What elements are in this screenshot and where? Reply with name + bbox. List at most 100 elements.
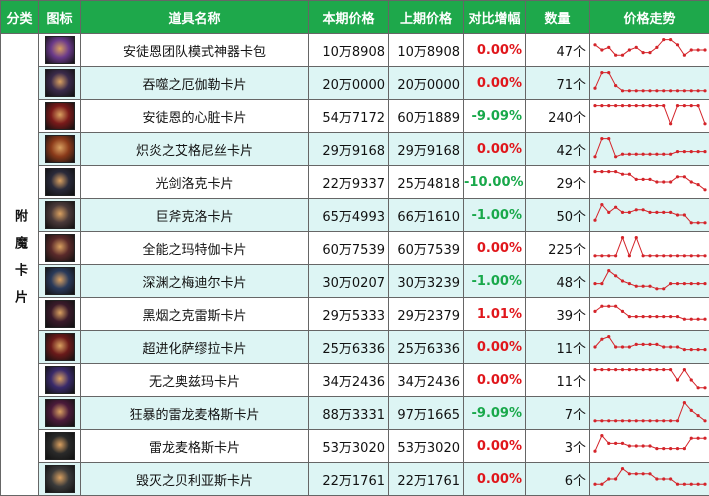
trend-point xyxy=(668,38,672,42)
trend-point xyxy=(606,477,610,481)
item-icon xyxy=(44,300,75,328)
trend-point xyxy=(599,482,603,486)
trend-point xyxy=(613,155,617,159)
previous-price: 20万0000 xyxy=(388,66,464,100)
trend-point xyxy=(675,104,679,108)
previous-price: 30万3239 xyxy=(388,264,464,298)
previous-price: 29万9168 xyxy=(388,132,464,166)
trend-point xyxy=(696,348,700,352)
quantity: 50个 xyxy=(525,198,590,232)
change-rate: 0.00% xyxy=(463,462,526,496)
table-row: 吞噬之厄伽勒卡片 20万0000 20万0000 0.00% 71个 xyxy=(1,66,709,100)
trend-point xyxy=(627,368,631,372)
trend-point xyxy=(620,368,624,372)
trend-point xyxy=(696,183,700,187)
trend-point xyxy=(627,172,631,176)
sparkline xyxy=(592,137,707,159)
trend-point xyxy=(634,89,638,93)
trend-point xyxy=(654,315,658,319)
current-price: 20万0000 xyxy=(308,66,389,100)
trend-point xyxy=(654,287,658,291)
change-rate: 0.00% xyxy=(463,132,526,166)
trend-point xyxy=(641,444,645,448)
trend-point xyxy=(696,104,700,108)
item-icon xyxy=(44,102,75,130)
trend-point xyxy=(634,45,638,49)
current-price: 88万3331 xyxy=(308,396,389,430)
trend-point xyxy=(668,122,672,126)
trend-point xyxy=(647,177,652,181)
trend-point xyxy=(627,89,631,93)
previous-price: 34万2436 xyxy=(388,363,464,397)
item-name: 炽炎之艾格尼丝卡片 xyxy=(80,132,309,166)
trend-point xyxy=(606,170,610,174)
trend-point xyxy=(689,317,693,321)
trend-point xyxy=(634,472,638,476)
item-icon xyxy=(44,267,75,295)
trend-point xyxy=(696,282,700,286)
trend-point xyxy=(682,175,686,179)
trend-point xyxy=(620,309,624,313)
item-name: 安徒恩的心脏卡片 xyxy=(80,99,309,133)
header-cell: 图标 xyxy=(38,0,81,34)
trend-point xyxy=(661,89,665,93)
trend-point xyxy=(620,279,624,283)
quantity: 48个 xyxy=(525,264,590,298)
trend-point xyxy=(620,467,624,471)
header-cell: 道具名称 xyxy=(80,0,309,34)
trend-point xyxy=(689,282,693,286)
trend-point xyxy=(696,150,700,154)
sparkline xyxy=(592,71,707,93)
trend-point xyxy=(627,345,631,349)
trend-point xyxy=(668,477,672,481)
trend-point xyxy=(696,482,700,486)
trend-point xyxy=(675,282,679,286)
table-row: 黑烟之克雷斯卡片 29万5333 29万2379 1.01% 39个 xyxy=(1,297,709,331)
trend-cell xyxy=(589,396,709,430)
icon-cell xyxy=(38,33,81,67)
trend-point xyxy=(599,104,603,108)
trend-point xyxy=(675,315,679,319)
sparkline xyxy=(592,236,707,258)
header-cell: 本期价格 xyxy=(308,0,389,34)
trend-point xyxy=(682,254,686,258)
table-row: 炽炎之艾格尼丝卡片 29万9168 29万9168 0.00% 42个 xyxy=(1,132,709,166)
trend-point xyxy=(592,449,597,453)
trend-point xyxy=(702,221,707,225)
trend-point xyxy=(702,317,707,321)
trend-point xyxy=(702,188,707,192)
trend-point xyxy=(606,71,610,75)
trend-point xyxy=(613,345,617,349)
sparkline xyxy=(592,368,707,390)
previous-price: 10万8908 xyxy=(388,33,464,67)
trend-point xyxy=(689,104,693,108)
trend-point xyxy=(689,408,693,412)
icon-cell xyxy=(38,264,81,298)
trend-point xyxy=(613,254,617,258)
change-rate: -1.00% xyxy=(463,264,526,298)
icon-cell xyxy=(38,99,81,133)
header-cell: 对比增幅 xyxy=(463,0,526,34)
trend-point xyxy=(696,254,700,258)
trend-point xyxy=(661,368,665,372)
trend-point xyxy=(689,254,693,258)
trend-line xyxy=(594,368,705,389)
trend-point xyxy=(702,150,707,154)
trend-point xyxy=(599,71,603,75)
trend-point xyxy=(592,368,597,372)
trend-point xyxy=(689,378,693,382)
table-row: 深渊之梅迪尔卡片 30万0207 30万3239 -1.00% 48个 xyxy=(1,264,709,298)
current-price: 53万3020 xyxy=(308,429,389,463)
trend-point xyxy=(627,419,631,423)
trend-point xyxy=(613,170,617,174)
trend-point xyxy=(689,436,693,440)
trend-point xyxy=(668,210,672,214)
trend-point xyxy=(668,152,672,156)
header-cell: 分类 xyxy=(0,0,39,34)
trend-point xyxy=(627,210,631,214)
previous-price: 60万1889 xyxy=(388,99,464,133)
item-name: 巨斧克洛卡片 xyxy=(80,198,309,232)
trend-point xyxy=(620,210,624,214)
trend-point xyxy=(689,180,693,184)
trend-point xyxy=(613,84,617,88)
